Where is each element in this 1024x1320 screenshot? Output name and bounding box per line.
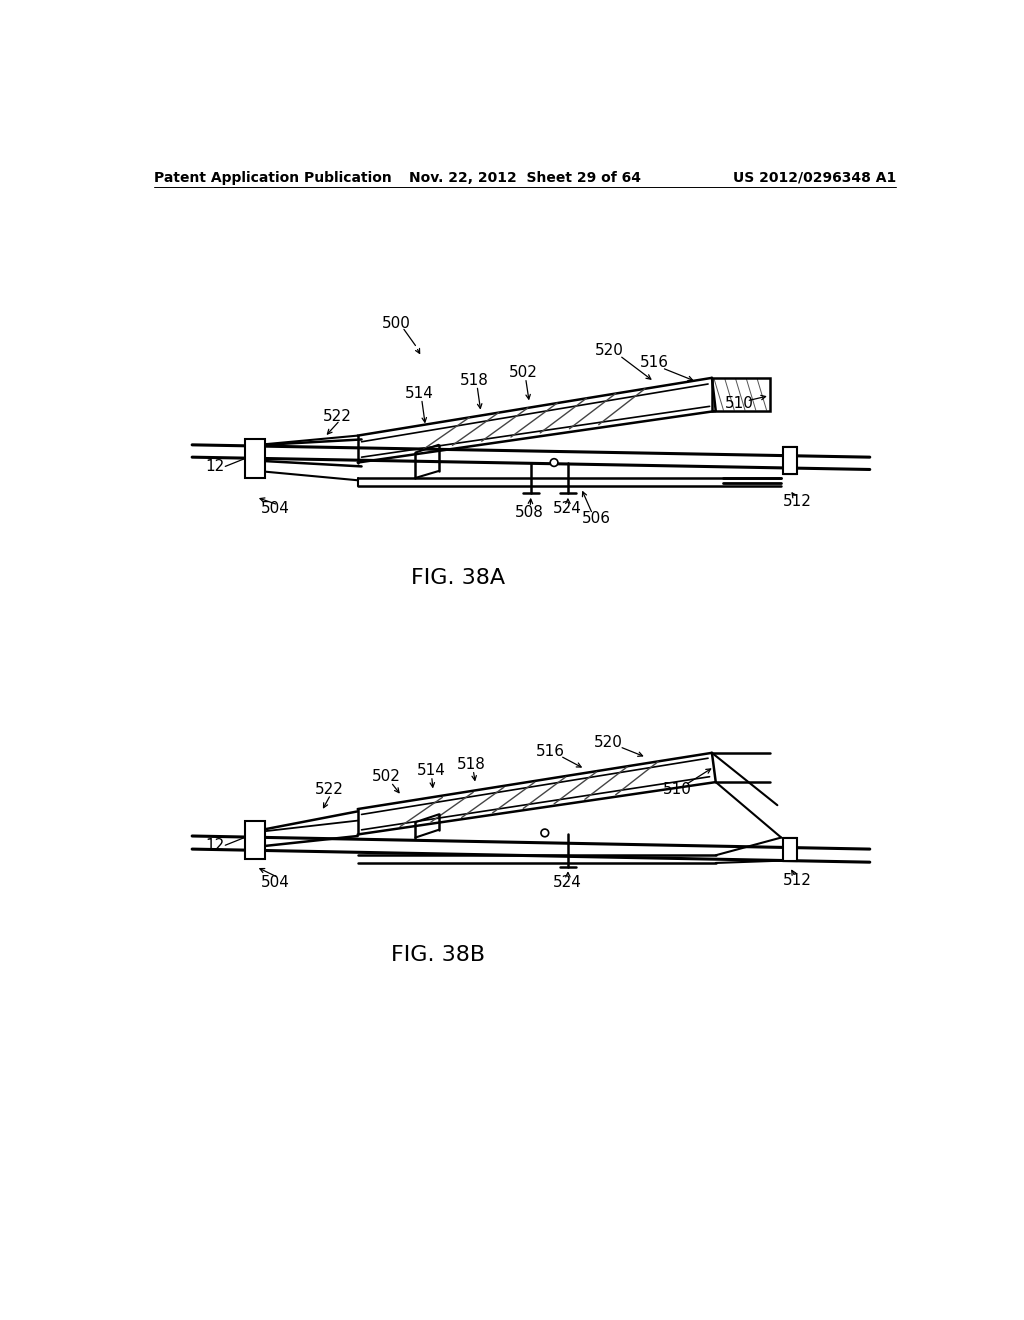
Text: 510: 510 bbox=[663, 783, 691, 797]
Text: 516: 516 bbox=[640, 355, 669, 370]
Bar bbox=[782, 838, 797, 861]
Text: 506: 506 bbox=[582, 511, 611, 527]
Text: 524: 524 bbox=[553, 875, 582, 890]
Text: 508: 508 bbox=[515, 506, 544, 520]
Circle shape bbox=[550, 459, 558, 466]
Text: 510: 510 bbox=[724, 396, 754, 411]
Text: 504: 504 bbox=[261, 502, 290, 516]
Circle shape bbox=[541, 829, 549, 837]
Text: 12: 12 bbox=[206, 838, 225, 853]
Bar bbox=[245, 440, 264, 478]
Text: 520: 520 bbox=[595, 343, 624, 359]
Text: 520: 520 bbox=[594, 734, 623, 750]
Text: 502: 502 bbox=[372, 770, 400, 784]
Text: 514: 514 bbox=[404, 385, 434, 401]
Text: Nov. 22, 2012  Sheet 29 of 64: Nov. 22, 2012 Sheet 29 of 64 bbox=[409, 170, 641, 185]
Text: 504: 504 bbox=[261, 875, 290, 890]
Text: 522: 522 bbox=[314, 783, 344, 797]
Text: 516: 516 bbox=[536, 743, 564, 759]
Text: US 2012/0296348 A1: US 2012/0296348 A1 bbox=[733, 170, 896, 185]
Text: 514: 514 bbox=[417, 763, 445, 777]
Text: 524: 524 bbox=[553, 502, 582, 516]
Text: 12: 12 bbox=[206, 459, 225, 474]
Text: 512: 512 bbox=[783, 873, 812, 888]
Text: FIG. 38A: FIG. 38A bbox=[411, 568, 505, 587]
Text: 512: 512 bbox=[783, 494, 812, 508]
Text: FIG. 38B: FIG. 38B bbox=[391, 945, 485, 965]
Text: Patent Application Publication: Patent Application Publication bbox=[154, 170, 391, 185]
Bar bbox=[782, 447, 797, 474]
Bar bbox=[245, 821, 264, 859]
Text: 502: 502 bbox=[509, 364, 538, 380]
Text: 500: 500 bbox=[382, 317, 411, 331]
Text: 518: 518 bbox=[461, 372, 489, 388]
Text: 522: 522 bbox=[323, 409, 351, 424]
Text: 518: 518 bbox=[458, 756, 486, 772]
